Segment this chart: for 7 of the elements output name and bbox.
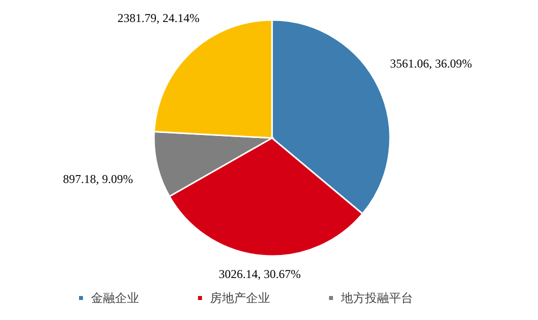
data-label: 3561.06, 36.09%	[390, 56, 472, 71]
legend-label: 地方投融平台	[340, 291, 413, 305]
data-label: 897.18, 9.09%	[63, 172, 134, 186]
data-label: 3026.14, 30.67%	[218, 266, 301, 281]
legend-label: 房地产企业	[210, 291, 270, 305]
data-label: 2381.79, 24.14%	[118, 11, 200, 26]
legend-label: 金融企业	[91, 291, 139, 305]
